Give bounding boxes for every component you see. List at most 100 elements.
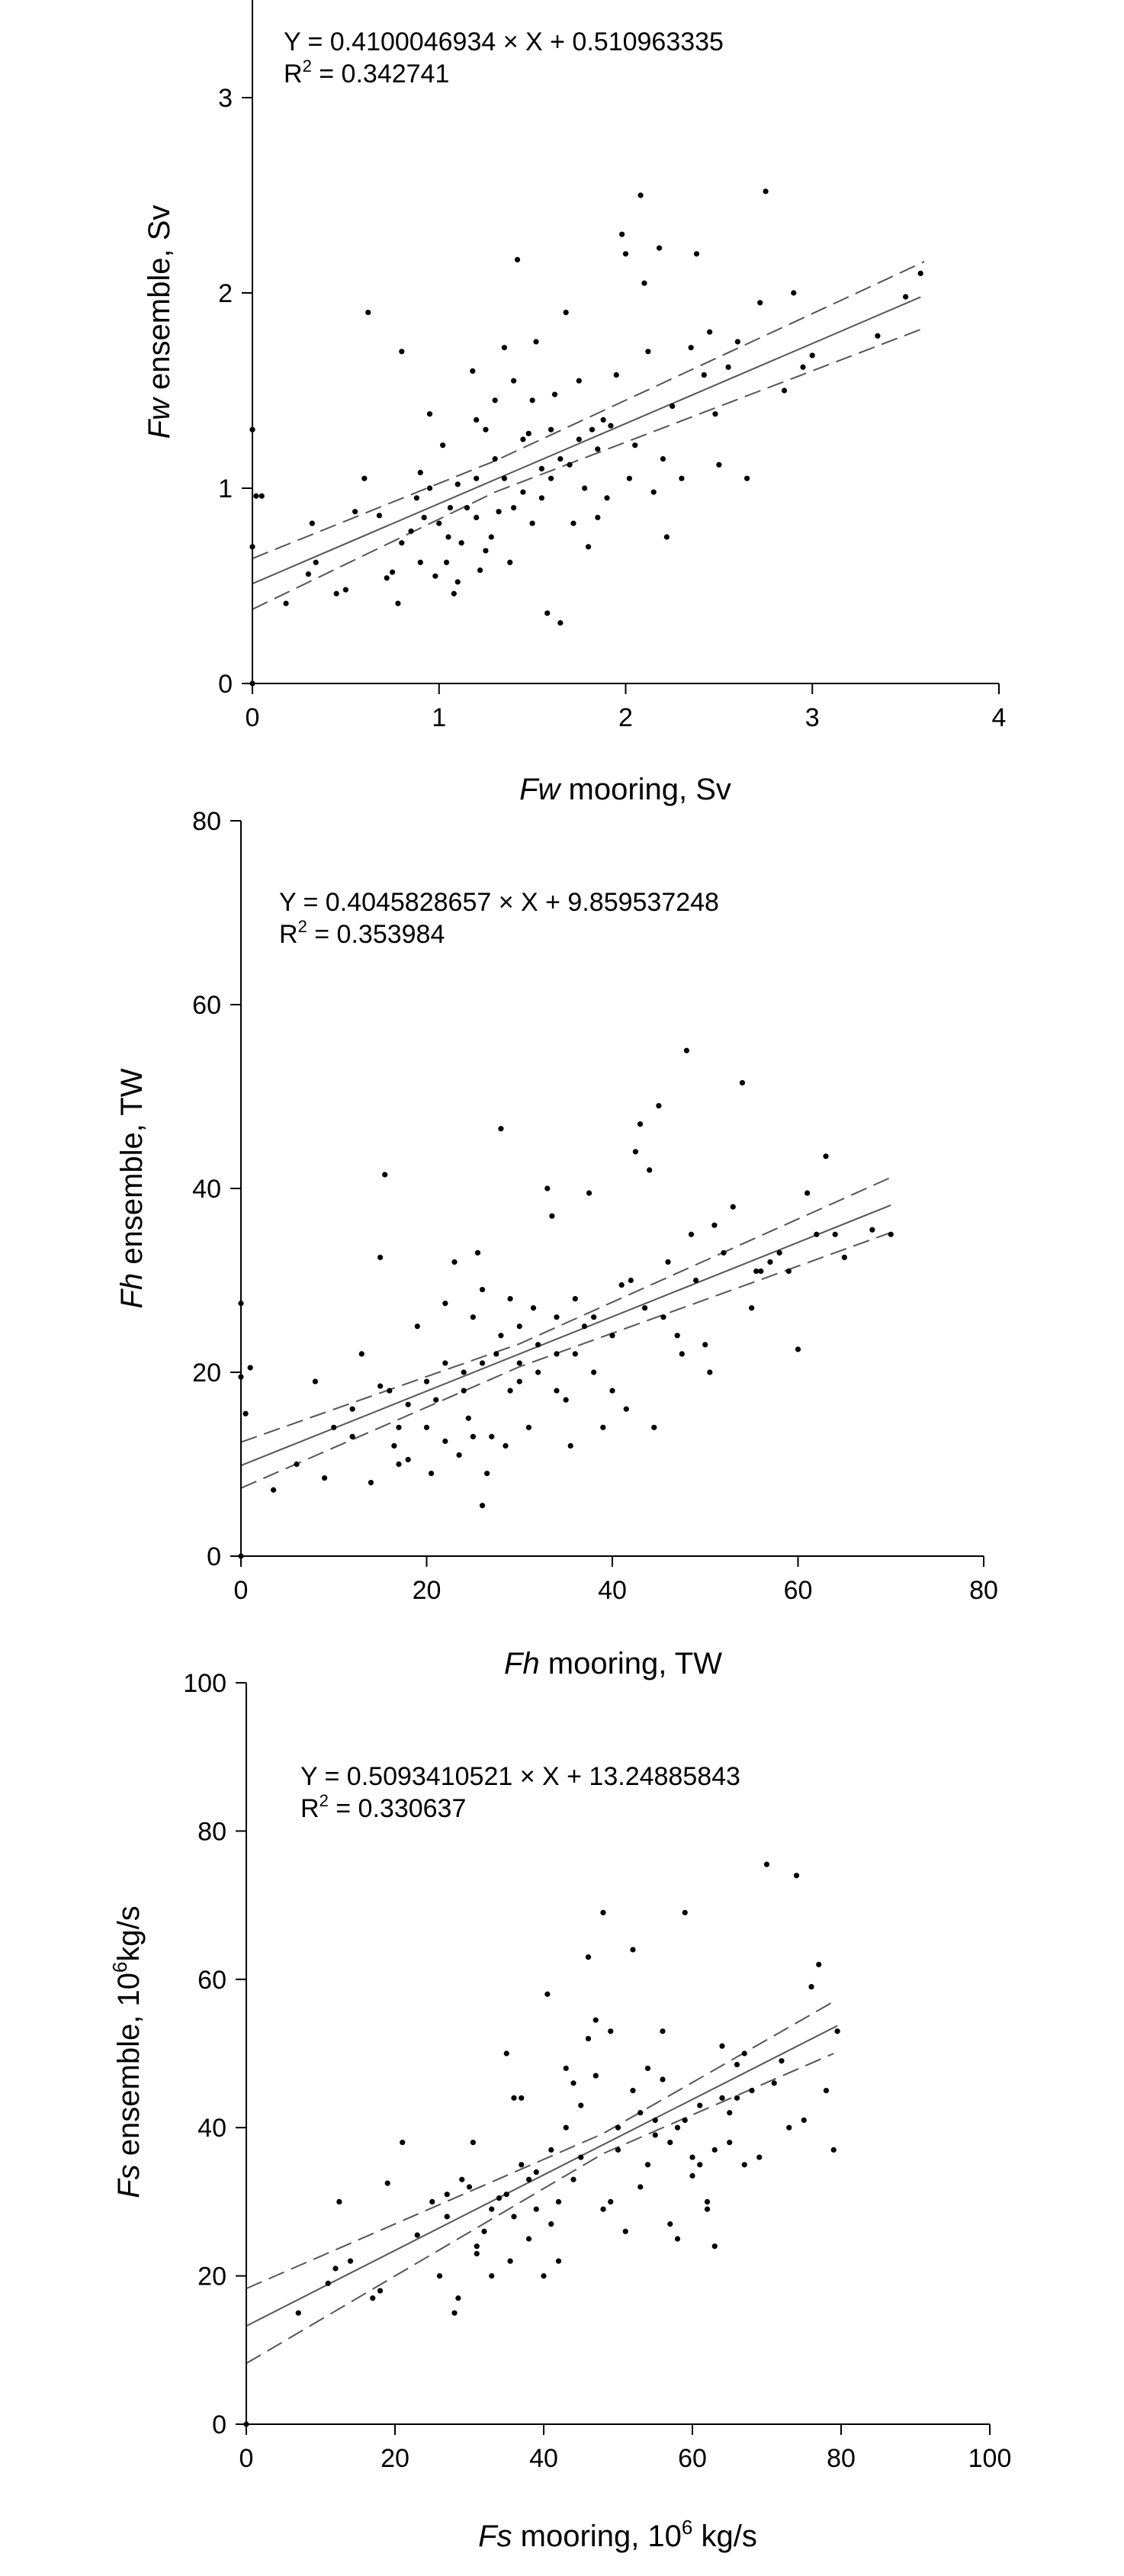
fh-data-point bbox=[753, 1268, 760, 1275]
fh-data-point bbox=[651, 1424, 657, 1430]
fs-data-point bbox=[507, 2258, 513, 2264]
fw-data-point bbox=[641, 280, 647, 286]
fw-data-point bbox=[604, 495, 610, 501]
fw-data-point bbox=[395, 600, 401, 606]
fw-data-point bbox=[707, 329, 713, 335]
fs-regression-line bbox=[246, 2024, 838, 2327]
fw-data-point bbox=[470, 368, 476, 374]
fw-data-point bbox=[352, 509, 358, 515]
fw-data-point bbox=[432, 573, 438, 579]
fw-confidence-lower bbox=[252, 327, 925, 610]
fs-data-point bbox=[451, 2310, 458, 2316]
fh-data-point bbox=[489, 1433, 495, 1439]
fh-data-point bbox=[442, 1360, 448, 1366]
fw-y-tick-label: 2 bbox=[218, 279, 233, 308]
fs-data-point bbox=[637, 2184, 644, 2190]
fh-data-point bbox=[628, 1277, 634, 1284]
fh-data-point bbox=[665, 1259, 671, 1265]
fw-data-point bbox=[917, 270, 923, 276]
fw-data-point bbox=[563, 310, 569, 316]
fw-data-point bbox=[421, 514, 427, 521]
fs-data-point bbox=[332, 2266, 339, 2272]
fw-data-point bbox=[632, 442, 638, 449]
fs-y-tick-label: 20 bbox=[198, 2262, 226, 2291]
fw-data-point bbox=[309, 520, 315, 526]
fh-y-tick-label: 80 bbox=[192, 807, 221, 836]
fs-data-point bbox=[444, 2192, 450, 2198]
fs-x-tick-label: 0 bbox=[239, 2444, 254, 2473]
fw-data-point bbox=[600, 416, 606, 423]
fw-data-point bbox=[514, 256, 521, 263]
fs-data-point bbox=[481, 2228, 487, 2234]
fs-ticks: 0 20 40 60 80 100 0 20 40 60 80 100 bbox=[183, 1669, 1011, 2473]
fh-data-point bbox=[461, 1388, 467, 1394]
fw-confidence-upper bbox=[252, 261, 925, 560]
fw-data-point bbox=[408, 528, 414, 534]
fs-data-point bbox=[555, 2258, 562, 2264]
fw-data-point bbox=[548, 475, 554, 481]
fw-data-point bbox=[725, 364, 731, 370]
fw-r-squared: R2 = 0.342741 bbox=[284, 56, 449, 88]
fw-data-point bbox=[496, 509, 502, 515]
fs-data-point bbox=[801, 2117, 807, 2124]
fs-plot-area bbox=[243, 1861, 840, 2427]
fh-confidence-upper bbox=[240, 1176, 891, 1443]
fs-data-point bbox=[377, 2288, 384, 2294]
fh-data-point bbox=[428, 1470, 435, 1477]
fw-data-point bbox=[557, 456, 564, 462]
fs-data-point bbox=[697, 2162, 703, 2168]
fw-data-point bbox=[757, 300, 763, 306]
fh-data-point bbox=[242, 1410, 249, 1417]
chart-fw: 0 1 2 3 4 0 1 2 3 Y = 0.4100046934 × X + 0.51096… bbox=[143, 0, 1006, 806]
fs-confidence-lower bbox=[246, 2053, 834, 2365]
fh-data-point bbox=[382, 1172, 388, 1178]
fh-data-point bbox=[804, 1190, 811, 1196]
fs-data-point bbox=[808, 1983, 814, 1990]
fs-data-point bbox=[615, 2124, 621, 2131]
fw-data-point bbox=[582, 485, 588, 491]
fs-data-point bbox=[704, 2206, 711, 2212]
fs-data-point bbox=[325, 2280, 331, 2286]
fs-y-label: Fs ensemble, 106kg/s bbox=[108, 1905, 146, 2198]
fh-y-tick-label: 60 bbox=[192, 991, 221, 1020]
fs-data-point bbox=[719, 2095, 725, 2101]
fh-data-point bbox=[535, 1342, 541, 1348]
fs-data-point bbox=[727, 2110, 733, 2116]
fs-data-point bbox=[336, 2198, 342, 2205]
fs-data-point bbox=[763, 1861, 770, 1867]
fh-data-point bbox=[423, 1424, 430, 1430]
fw-data-point bbox=[660, 456, 666, 462]
fs-data-point bbox=[548, 2221, 554, 2227]
fs-data-point bbox=[816, 1961, 822, 1967]
fs-confidence-upper bbox=[246, 2001, 834, 2290]
fs-data-point bbox=[511, 2095, 517, 2101]
fw-data-point bbox=[483, 548, 489, 554]
fh-data-point bbox=[507, 1296, 513, 1302]
fs-data-point bbox=[533, 2206, 539, 2212]
fw-data-point bbox=[445, 534, 451, 540]
fs-data-point bbox=[436, 2273, 443, 2279]
fw-data-point bbox=[342, 587, 348, 593]
fh-x-tick-label: 0 bbox=[234, 1576, 249, 1605]
fh-data-point bbox=[493, 1351, 499, 1357]
fs-data-point bbox=[541, 2273, 547, 2279]
fw-data-point bbox=[551, 391, 558, 397]
fs-data-point bbox=[652, 2117, 658, 2124]
fw-data-point bbox=[511, 505, 517, 511]
fs-data-point bbox=[384, 2180, 390, 2186]
fh-data-point bbox=[377, 1383, 384, 1389]
fs-data-point bbox=[370, 2295, 376, 2301]
fs-data-point bbox=[593, 2017, 599, 2023]
fs-data-point bbox=[834, 2028, 840, 2034]
fs-data-point bbox=[727, 2140, 733, 2146]
fh-data-point bbox=[271, 1487, 277, 1493]
fh-data-point bbox=[674, 1333, 680, 1339]
fh-data-point bbox=[554, 1388, 560, 1394]
fh-data-point bbox=[707, 1369, 713, 1375]
fs-y-tick-label: 40 bbox=[198, 2114, 226, 2143]
fs-data-point bbox=[793, 1873, 800, 1879]
fs-data-point bbox=[771, 2080, 777, 2086]
fw-x-label: Fw mooring, Sv bbox=[519, 773, 731, 806]
fw-data-point bbox=[511, 378, 517, 384]
fw-x-tick-label: 0 bbox=[246, 703, 260, 732]
